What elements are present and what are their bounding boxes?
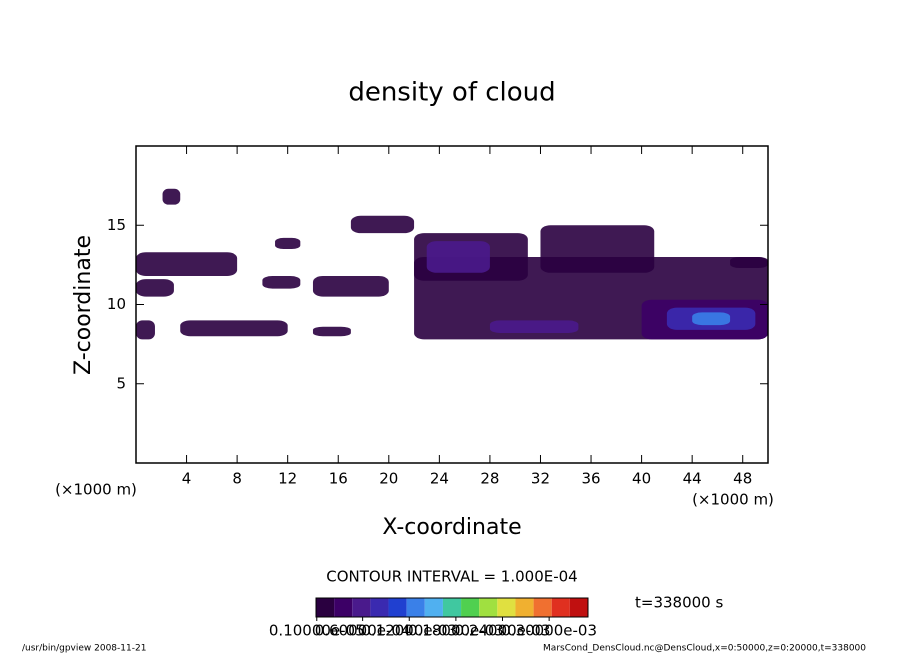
- cloud-region: [136, 320, 155, 340]
- x-unit: (×1000 m): [692, 491, 774, 509]
- colorbar-stripe: [370, 598, 389, 617]
- cloud-region: [426, 241, 490, 273]
- cloud-region: [312, 275, 389, 297]
- x-tick-label: 8: [232, 470, 242, 488]
- cloud-region: [692, 312, 731, 326]
- cloud-region: [136, 279, 174, 297]
- cloud-region: [275, 237, 301, 250]
- cloud-region: [180, 320, 288, 337]
- x-tick-label: 28: [480, 470, 499, 488]
- y-tick-label: 5: [116, 374, 126, 392]
- y-unit: (×1000 m): [55, 481, 137, 499]
- x-tick-label: 12: [278, 470, 297, 488]
- y-tick-label: 15: [107, 216, 126, 234]
- y-axis-label: Z-coordinate: [71, 235, 96, 375]
- cloud-region: [136, 252, 238, 276]
- colorbar-tick-label: 0.12000e-03: [361, 622, 457, 640]
- x-tick-label: 20: [379, 470, 398, 488]
- x-axis-label: X-coordinate: [382, 515, 521, 540]
- x-tick-label: 44: [683, 470, 702, 488]
- colorbar-tick-label: 0.10000e-05: [269, 622, 365, 640]
- x-tick-label: 48: [733, 470, 752, 488]
- cloud-region: [730, 256, 768, 269]
- colorbar-stripe: [551, 598, 570, 617]
- colorbar-stripe: [442, 598, 462, 617]
- cloud-region: [312, 326, 351, 337]
- x-tick-label: 40: [632, 470, 651, 488]
- cloud-region: [489, 320, 579, 334]
- colorbar-stripe: [479, 598, 498, 617]
- colorbar-stripe: [316, 598, 335, 617]
- footer-left: /usr/bin/gpview 2008-11-21: [22, 644, 146, 654]
- x-tick-label: 36: [581, 470, 600, 488]
- time-label: t=338000 s: [635, 594, 723, 612]
- colorbar-stripe: [461, 598, 480, 617]
- colorbar-tick-label: 0.24000e-03: [455, 622, 551, 640]
- chart-title: density of cloud: [348, 78, 555, 108]
- colorbar-tick-label: 0.30000e-03: [501, 622, 597, 640]
- contour-interval: CONTOUR INTERVAL = 1.000E-04: [326, 568, 577, 586]
- colorbar-stripe: [406, 598, 425, 617]
- colorbar-stripe: [533, 598, 552, 617]
- colorbar-stripe: [569, 598, 588, 617]
- colorbar-stripe: [424, 598, 443, 617]
- cloud-region: [162, 188, 181, 205]
- x-tick-label: 4: [182, 470, 192, 488]
- cloud-region: [540, 225, 655, 273]
- colorbar-frame: [315, 597, 589, 618]
- cloud-region: [350, 215, 415, 234]
- x-tick-label: 24: [430, 470, 449, 488]
- cloud-region: [262, 275, 301, 289]
- colorbar-tick-label: 0.18000e-03: [408, 622, 504, 640]
- colorbar-stripe: [497, 598, 516, 617]
- x-tick-label: 16: [329, 470, 348, 488]
- y-tick-label: 10: [107, 295, 126, 313]
- colorbar-tick-label: 0.60000e-04: [315, 622, 411, 640]
- x-tick-label: 32: [531, 470, 550, 488]
- colorbar-stripe: [515, 598, 534, 617]
- colorbar-stripe: [388, 598, 407, 617]
- footer-right: MarsCond_DensCloud.nc@DensCloud,x=0:5000…: [543, 644, 866, 654]
- colorbar-stripe: [352, 598, 371, 617]
- colorbar-stripe: [334, 598, 353, 617]
